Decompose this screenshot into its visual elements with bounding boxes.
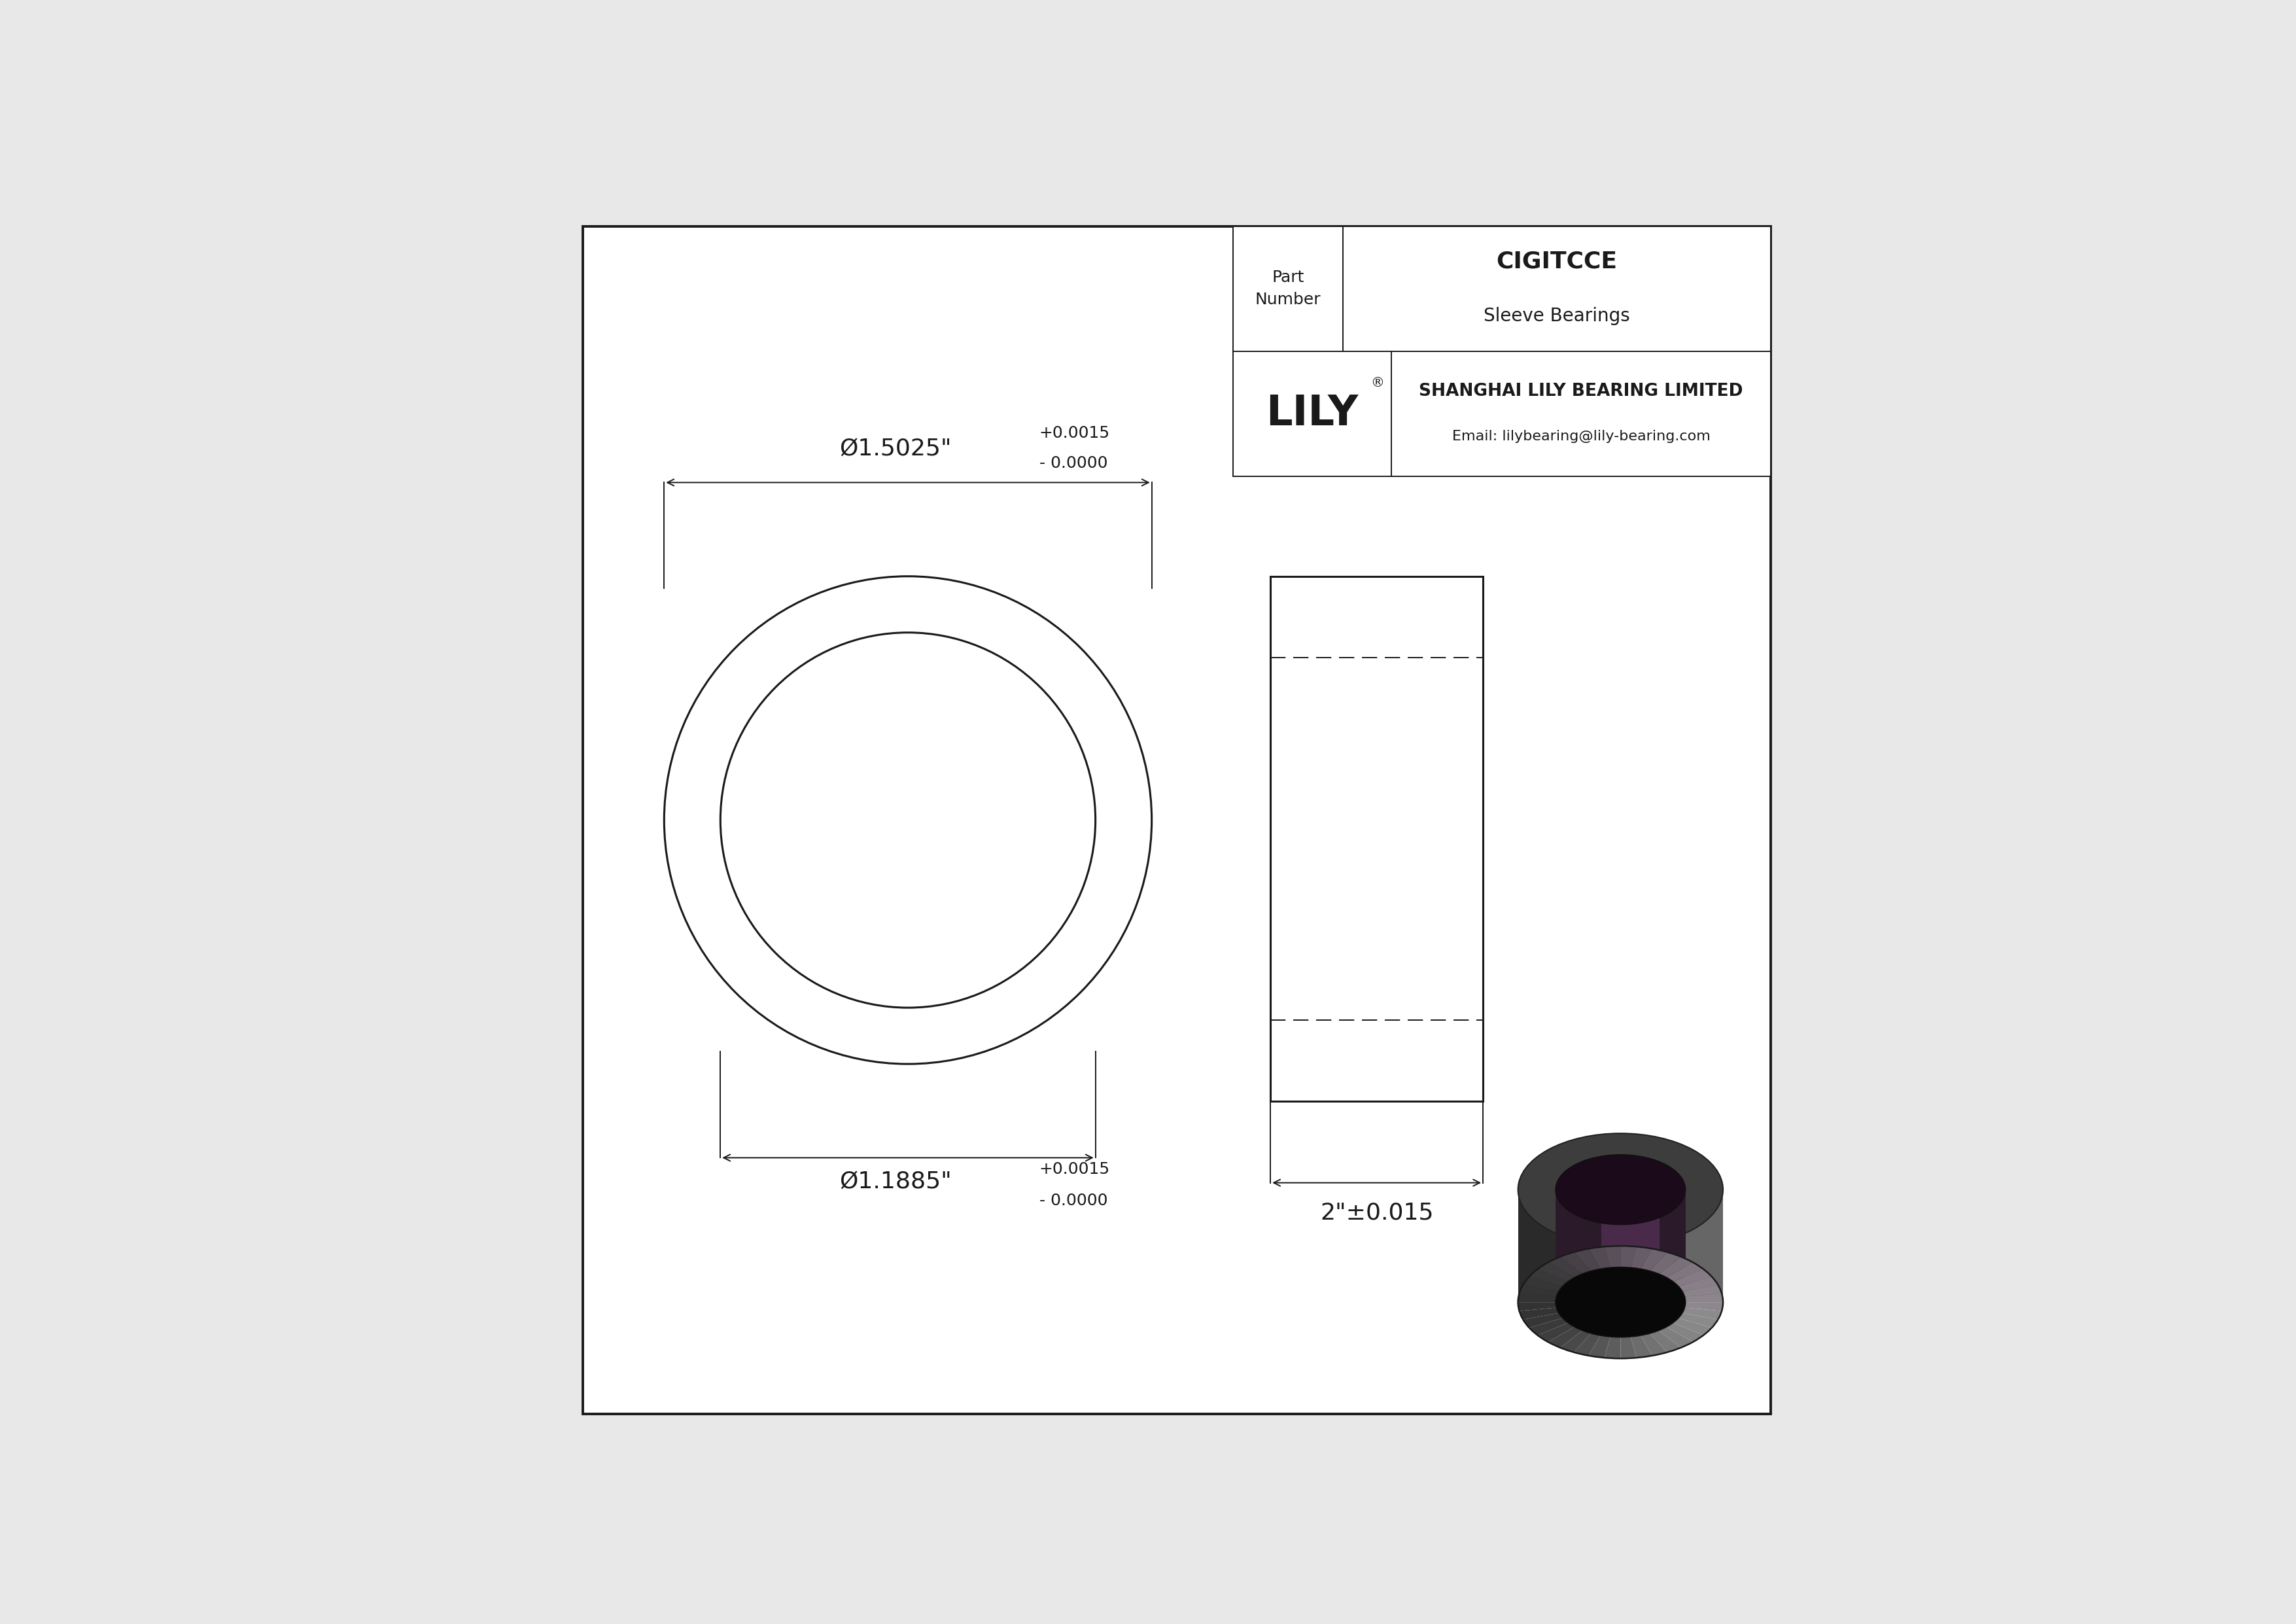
Polygon shape bbox=[1538, 1324, 1575, 1341]
Polygon shape bbox=[1548, 1257, 1582, 1278]
Polygon shape bbox=[1600, 1190, 1660, 1302]
Polygon shape bbox=[583, 226, 1770, 1415]
Ellipse shape bbox=[1554, 1267, 1685, 1337]
Polygon shape bbox=[1605, 1246, 1621, 1268]
Polygon shape bbox=[1678, 1276, 1717, 1291]
Polygon shape bbox=[1651, 1330, 1681, 1353]
Polygon shape bbox=[1630, 1247, 1653, 1268]
Text: - 0.0000: - 0.0000 bbox=[1040, 456, 1107, 471]
Polygon shape bbox=[1538, 1262, 1575, 1281]
Polygon shape bbox=[1630, 1335, 1653, 1358]
Polygon shape bbox=[1658, 1257, 1692, 1278]
Polygon shape bbox=[1683, 1307, 1722, 1320]
Polygon shape bbox=[1520, 1285, 1559, 1296]
Text: +0.0015: +0.0015 bbox=[1040, 425, 1109, 442]
Polygon shape bbox=[1685, 1293, 1722, 1302]
Polygon shape bbox=[1642, 1333, 1667, 1356]
Polygon shape bbox=[1561, 1252, 1591, 1273]
Polygon shape bbox=[1678, 1312, 1717, 1328]
Polygon shape bbox=[1642, 1249, 1667, 1272]
Polygon shape bbox=[1658, 1327, 1692, 1348]
Text: - 0.0000: - 0.0000 bbox=[1040, 1192, 1107, 1208]
Polygon shape bbox=[1518, 1190, 1589, 1302]
Polygon shape bbox=[1520, 1307, 1559, 1320]
Polygon shape bbox=[1605, 1337, 1621, 1358]
Ellipse shape bbox=[1554, 1155, 1685, 1224]
Polygon shape bbox=[1561, 1330, 1591, 1353]
Text: 2"±0.015: 2"±0.015 bbox=[1320, 1202, 1433, 1224]
Polygon shape bbox=[1685, 1302, 1722, 1311]
Polygon shape bbox=[1683, 1285, 1722, 1296]
Polygon shape bbox=[1674, 1319, 1713, 1335]
Polygon shape bbox=[1529, 1319, 1568, 1335]
Text: +0.0015: +0.0015 bbox=[1040, 1161, 1109, 1177]
Text: ®: ® bbox=[1371, 375, 1384, 390]
Polygon shape bbox=[1518, 1293, 1557, 1302]
Polygon shape bbox=[1522, 1312, 1564, 1328]
Ellipse shape bbox=[1518, 1134, 1722, 1246]
Text: SHANGHAI LILY BEARING LIMITED: SHANGHAI LILY BEARING LIMITED bbox=[1419, 383, 1743, 400]
Polygon shape bbox=[1667, 1262, 1704, 1281]
Polygon shape bbox=[1518, 1302, 1557, 1311]
Polygon shape bbox=[1651, 1252, 1681, 1273]
Polygon shape bbox=[1548, 1327, 1582, 1348]
Polygon shape bbox=[1522, 1276, 1564, 1291]
Text: CIGITCCE: CIGITCCE bbox=[1497, 250, 1616, 273]
Polygon shape bbox=[1518, 1190, 1722, 1302]
Polygon shape bbox=[1589, 1247, 1609, 1268]
Polygon shape bbox=[1589, 1335, 1609, 1358]
Polygon shape bbox=[1667, 1324, 1704, 1341]
Text: Sleeve Bearings: Sleeve Bearings bbox=[1483, 307, 1630, 325]
Polygon shape bbox=[1270, 577, 1483, 1101]
Text: Email: lilybearing@lily-bearing.com: Email: lilybearing@lily-bearing.com bbox=[1451, 430, 1711, 443]
Text: LILY: LILY bbox=[1265, 393, 1359, 434]
Polygon shape bbox=[1554, 1190, 1685, 1302]
Text: Part
Number: Part Number bbox=[1256, 270, 1320, 307]
Polygon shape bbox=[1621, 1337, 1637, 1358]
Polygon shape bbox=[1575, 1249, 1600, 1272]
Polygon shape bbox=[1529, 1268, 1568, 1286]
Polygon shape bbox=[1671, 1190, 1722, 1302]
Polygon shape bbox=[1621, 1246, 1637, 1268]
Text: Ø1.1885": Ø1.1885" bbox=[840, 1171, 951, 1192]
Polygon shape bbox=[1575, 1333, 1600, 1356]
Polygon shape bbox=[1674, 1268, 1713, 1286]
Polygon shape bbox=[1233, 226, 1770, 476]
Text: Ø1.5025": Ø1.5025" bbox=[840, 438, 951, 460]
